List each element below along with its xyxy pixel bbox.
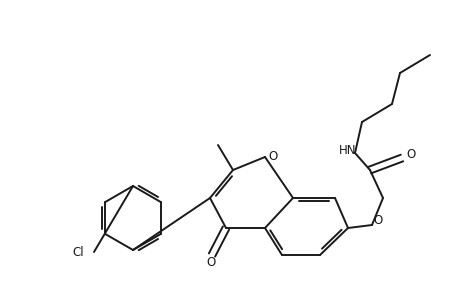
- Text: Cl: Cl: [72, 245, 84, 259]
- Text: HN: HN: [339, 143, 356, 157]
- Text: O: O: [373, 214, 382, 226]
- Text: O: O: [206, 256, 215, 269]
- Text: O: O: [405, 148, 415, 161]
- Text: O: O: [268, 149, 277, 163]
